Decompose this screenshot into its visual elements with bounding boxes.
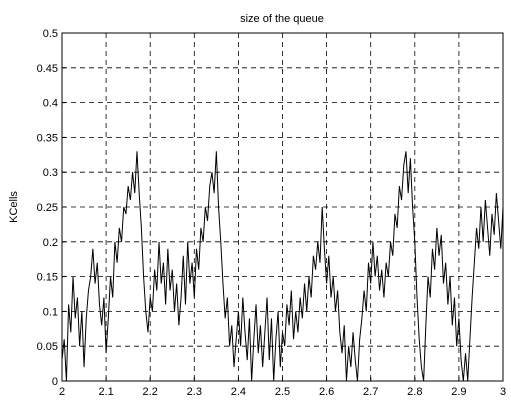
chart-title: size of the queue: [240, 13, 324, 25]
y-tick-label: 0.4: [43, 98, 58, 110]
data-line: [61, 151, 504, 382]
y-tick-label: 0.2: [43, 237, 58, 249]
y-tick-label: 0.3: [43, 167, 58, 179]
y-tick-label: 0: [52, 376, 58, 388]
x-tick-label: 2.9: [451, 386, 466, 398]
y-tick-label: 0.35: [37, 132, 58, 144]
x-tick-label: 2.6: [319, 386, 334, 398]
x-tick-label: 3: [500, 386, 506, 398]
y-tick-label: 0.5: [43, 28, 58, 40]
x-tick-label: 2.8: [407, 386, 422, 398]
y-tick-label: 0.45: [37, 63, 58, 75]
y-tick-label: 0.15: [37, 272, 58, 284]
x-tick-label: 2: [59, 386, 65, 398]
y-axis-label: KCells: [8, 191, 20, 223]
x-tick-label: 2.5: [275, 386, 290, 398]
x-tick-label: 2.4: [231, 386, 246, 398]
y-tick-label: 0.25: [37, 202, 58, 214]
x-tick-label: 2.1: [98, 386, 113, 398]
x-tick-label: 2.2: [143, 386, 158, 398]
x-tick-label: 2.7: [363, 386, 378, 398]
x-tick-label: 2.3: [187, 386, 202, 398]
y-tick-label: 0.05: [37, 341, 58, 353]
y-tick-label: 0.1: [43, 306, 58, 318]
